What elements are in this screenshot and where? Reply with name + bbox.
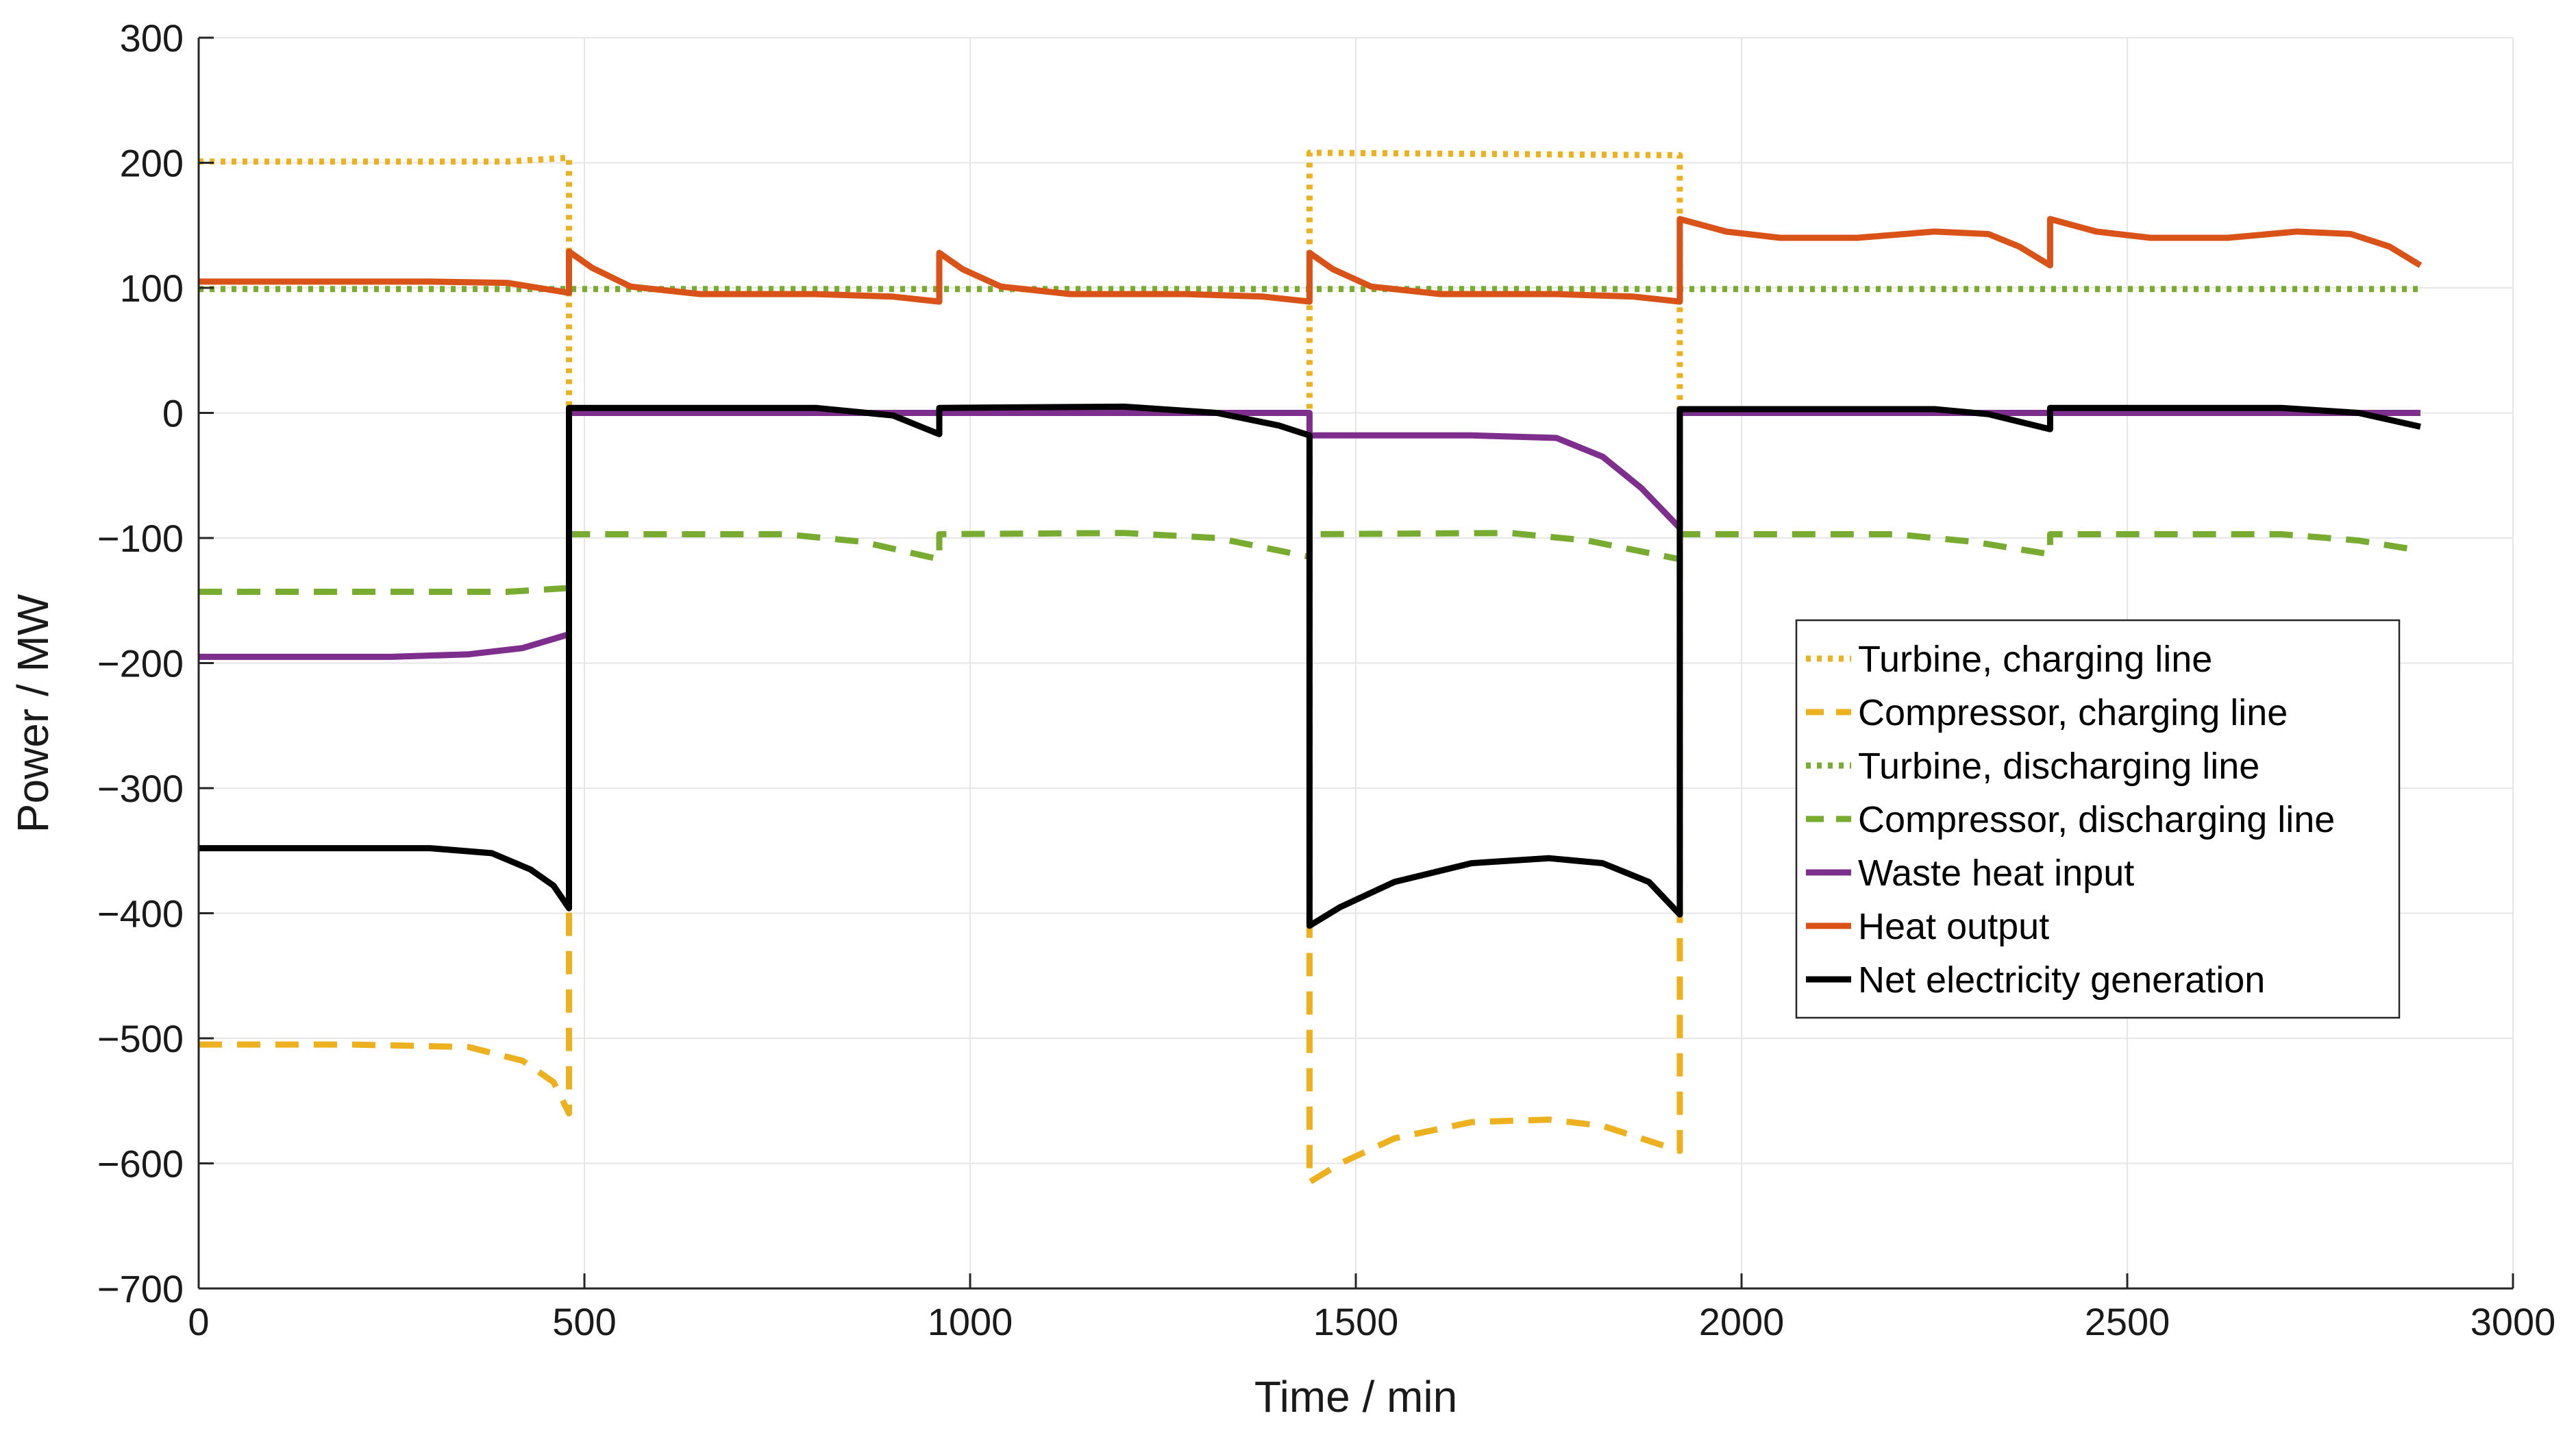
x-tick-label: 2000	[1699, 1300, 1785, 1343]
series-line-turbine-charging-line	[199, 149, 2420, 416]
y-tick-label: −700	[97, 1267, 184, 1310]
legend-label-net-electricity-generation: Net electricity generation	[1858, 959, 2265, 1001]
series-line-heat-output	[199, 216, 2423, 305]
y-tick-label: −200	[97, 642, 184, 685]
x-tick-label: 1000	[928, 1300, 1013, 1343]
y-tick-label: −300	[97, 767, 184, 810]
y-tick-label: 100	[120, 267, 184, 310]
axes	[197, 36, 2514, 1290]
legend-label-compressor-discharging-line: Compressor, discharging line	[1858, 799, 2335, 840]
legend-label-waste-heat-input: Waste heat input	[1858, 853, 2134, 894]
series-line-compressor-charging-line	[199, 410, 2420, 1186]
x-tick-label: 3000	[2470, 1300, 2556, 1343]
series-line-net-electricity-generation	[199, 403, 2421, 929]
legend-label-turbine-discharging-line: Turbine, discharging line	[1858, 746, 2259, 787]
x-tick-label: 1500	[1313, 1300, 1399, 1343]
legend-box	[1795, 619, 2401, 1019]
y-tick-label: −400	[97, 892, 184, 935]
y-tick-label: 300	[120, 16, 184, 60]
y-tick-label: −100	[97, 517, 184, 560]
x-tick-label: 2500	[2085, 1300, 2170, 1343]
y-tick-label: −600	[97, 1142, 184, 1186]
legend-label-turbine-charging-line: Turbine, charging line	[1858, 639, 2212, 680]
tick-labels: 0 500 1000 1500 2000 2500 30003002001000−100−2…	[97, 16, 2555, 1343]
legend-label-compressor-charging-line: Compressor, charging line	[1858, 692, 2288, 733]
y-axis-label: Power / MW	[8, 594, 58, 833]
data-series	[199, 149, 2423, 1186]
legend: Turbine, charging line Compressor, chargi…	[1795, 619, 2401, 1019]
y-tick-label: 0	[162, 392, 184, 435]
legend-label-heat-output: Heat output	[1858, 906, 2049, 947]
x-tick-label: 500	[552, 1300, 616, 1343]
y-tick-label: 200	[120, 142, 184, 185]
x-axis-label: Time / min	[1254, 1372, 1457, 1421]
y-tick-label: −500	[97, 1017, 184, 1060]
x-tick-label: 0	[188, 1300, 209, 1343]
